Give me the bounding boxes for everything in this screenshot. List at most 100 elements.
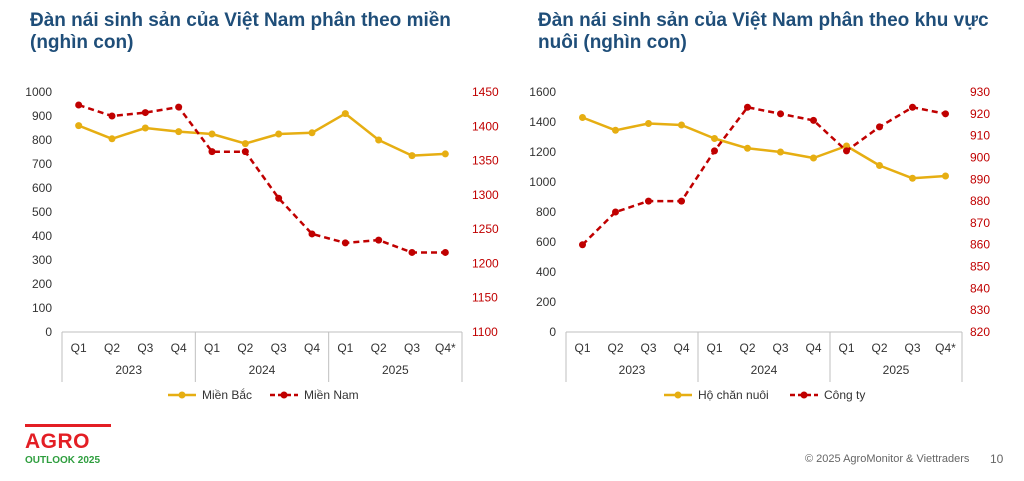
y-right-tick-label: 1450 xyxy=(472,85,499,99)
series-point-2 xyxy=(208,148,216,156)
y-left-tick-label: 600 xyxy=(536,235,556,249)
series-point-2 xyxy=(75,101,83,109)
y-right-tick-label: 890 xyxy=(970,172,990,186)
x-category-label: Q4 xyxy=(171,341,187,355)
y-left-tick-label: 100 xyxy=(32,301,52,315)
legend-marker-1 xyxy=(674,391,682,399)
series-point-2 xyxy=(942,110,949,118)
series-point-1 xyxy=(843,142,850,150)
y-left-tick-label: 500 xyxy=(32,205,52,219)
legend-label: Công ty xyxy=(824,388,865,402)
y-left-tick-label: 900 xyxy=(32,109,52,123)
series-line-1 xyxy=(582,116,946,180)
y-right-tick-label: 930 xyxy=(970,85,990,99)
series-point-1 xyxy=(308,129,316,137)
y-right-tick-label: 1100 xyxy=(472,325,498,339)
series-point-2 xyxy=(441,248,449,256)
x-category-label: Q4 xyxy=(805,341,821,355)
page-number: 10 xyxy=(990,452,1004,466)
series-line-2 xyxy=(581,106,946,246)
y-right-tick-label: 900 xyxy=(970,150,990,164)
x-category-label: Q2 xyxy=(104,341,120,355)
series-point-1 xyxy=(208,130,216,138)
y-left-tick-label: 800 xyxy=(536,205,556,219)
series-point-2 xyxy=(341,239,349,247)
series-point-1 xyxy=(744,144,751,152)
x-year-label: 2025 xyxy=(382,363,409,377)
x-category-label: Q3 xyxy=(404,341,420,355)
series-point-1 xyxy=(876,162,883,169)
logo-agro-text: AGRO xyxy=(25,430,90,453)
x-category-label: Q2 xyxy=(871,341,887,355)
series-point-1 xyxy=(645,120,652,127)
y-left-tick-label: 400 xyxy=(32,229,52,243)
y-right-tick-label: 920 xyxy=(970,107,990,121)
y-left-tick-label: 200 xyxy=(536,295,556,309)
copyright-text: © 2025 AgroMonitor & Viettraders xyxy=(805,453,970,465)
y-right-tick-label: 1300 xyxy=(472,188,499,202)
x-category-label: Q2 xyxy=(607,341,623,355)
series-line-2 xyxy=(78,103,446,254)
series-point-1 xyxy=(711,135,718,142)
x-category-label: Q3 xyxy=(772,341,788,355)
series-point-2 xyxy=(876,123,883,131)
legend-marker-1 xyxy=(178,391,186,399)
legend-marker-2 xyxy=(800,391,808,399)
y-left-tick-label: 600 xyxy=(32,181,52,195)
x-category-label: Q2 xyxy=(371,341,387,355)
y-left-tick-label: 300 xyxy=(32,253,52,267)
y-left-tick-label: 200 xyxy=(32,277,52,291)
logo-red-bar xyxy=(25,424,111,427)
y-right-tick-label: 880 xyxy=(970,194,990,208)
y-right-tick-label: 1150 xyxy=(472,291,498,305)
series-point-2 xyxy=(678,197,685,205)
legend-label: Miền Nam xyxy=(304,388,359,402)
x-year-label: 2024 xyxy=(249,363,276,377)
y-right-tick-label: 1250 xyxy=(472,222,499,236)
series-point-2 xyxy=(909,103,916,111)
series-point-2 xyxy=(612,208,619,216)
y-right-tick-label: 870 xyxy=(970,216,990,230)
y-right-tick-label: 910 xyxy=(970,129,990,143)
y-right-tick-label: 850 xyxy=(970,260,990,274)
series-point-1 xyxy=(909,174,916,182)
series-point-1 xyxy=(241,140,249,148)
logo-outlook-text: OUTLOOK 2025 xyxy=(25,455,101,466)
x-category-label: Q1 xyxy=(337,341,353,355)
series-point-1 xyxy=(942,172,949,180)
y-left-tick-label: 1000 xyxy=(25,85,52,99)
series-point-1 xyxy=(579,114,586,121)
series-point-2 xyxy=(308,230,316,238)
y-right-tick-label: 1350 xyxy=(472,154,499,168)
y-right-tick-label: 840 xyxy=(970,281,990,295)
y-right-tick-label: 860 xyxy=(970,238,990,252)
series-point-1 xyxy=(341,110,349,118)
y-left-tick-label: 1200 xyxy=(529,145,556,159)
series-point-2 xyxy=(375,236,383,244)
series-point-1 xyxy=(275,130,283,138)
series-point-2 xyxy=(175,103,183,111)
y-left-tick-label: 400 xyxy=(536,265,556,279)
x-category-label: Q4* xyxy=(435,341,456,355)
x-year-label: 2024 xyxy=(751,363,778,377)
x-category-label: Q1 xyxy=(706,341,722,355)
x-year-label: 2025 xyxy=(883,363,910,377)
series-point-1 xyxy=(678,121,685,129)
x-year-label: 2023 xyxy=(619,363,646,377)
x-category-label: Q4* xyxy=(935,341,956,355)
x-category-label: Q3 xyxy=(640,341,656,355)
x-category-label: Q4 xyxy=(304,341,320,355)
legend-label: Hộ chăn nuôi xyxy=(698,388,769,402)
series-point-2 xyxy=(810,116,817,124)
series-point-2 xyxy=(645,197,652,205)
y-left-tick-label: 0 xyxy=(549,325,556,339)
series-line-1 xyxy=(78,112,446,157)
series-point-2 xyxy=(843,147,850,155)
series-point-2 xyxy=(579,241,586,249)
x-category-label: Q3 xyxy=(904,341,920,355)
series-point-1 xyxy=(75,122,83,130)
series-point-2 xyxy=(108,112,116,120)
y-left-tick-label: 1000 xyxy=(529,175,556,189)
